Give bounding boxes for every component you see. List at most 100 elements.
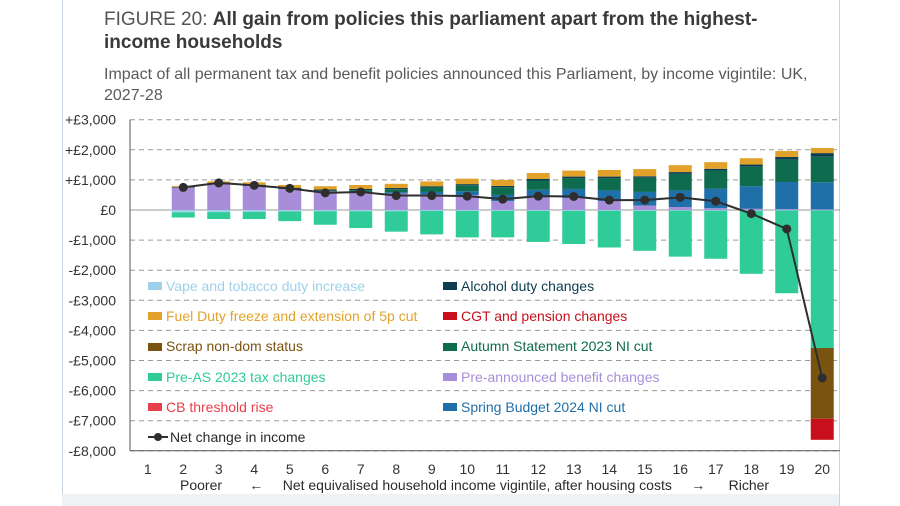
bar-segment-vape — [455, 210, 479, 211]
bar-segment-alcohol — [597, 176, 621, 179]
net-change-point — [533, 191, 543, 201]
bar-segment-benefit — [384, 193, 408, 210]
bar-segment-benefit — [775, 209, 799, 210]
bar-segment-benefit — [420, 194, 444, 210]
bar-segment-benefit — [349, 192, 373, 210]
net-change-point — [249, 180, 259, 190]
net-change-point — [498, 194, 508, 204]
bar-segment-fuel — [668, 165, 692, 173]
net-change-point — [391, 191, 401, 201]
bar-segment-as2023 — [633, 177, 657, 192]
bar-segment-as2023 — [668, 173, 692, 191]
x-tick-label: 4 — [250, 461, 258, 477]
bar-segment-preas — [313, 211, 337, 225]
bar-segment-fuel — [775, 151, 799, 158]
bar-segment-preas — [384, 211, 408, 232]
bar-segment-fuel — [810, 147, 834, 154]
bar-segment-vape — [420, 210, 444, 211]
bar-segment-vape — [562, 210, 586, 211]
net-change-point — [604, 195, 614, 205]
bar-segment-fuel — [597, 169, 621, 177]
y-tick-label: -£3,000 — [69, 292, 117, 308]
x-axis-richer-label: Richer — [728, 477, 770, 493]
x-tick-label: 9 — [428, 461, 436, 477]
x-tick-label: 17 — [708, 461, 724, 477]
figure-label: FIGURE 20: — [104, 9, 208, 30]
bar-segment-preas — [668, 210, 692, 257]
x-tick-label: 5 — [286, 461, 294, 477]
x-tick-label: 15 — [637, 461, 653, 477]
bar-segment-preas — [704, 210, 728, 259]
x-axis-title: Poorer ← Net equivalised household incom… — [180, 477, 780, 493]
net-change-point — [782, 224, 792, 234]
bar-segment-alcohol — [668, 172, 692, 174]
bar-segment-preas — [455, 210, 479, 238]
net-change-point — [569, 191, 579, 201]
bar-segment-vape — [313, 210, 337, 212]
net-change-point — [711, 196, 721, 206]
y-tick-label: -£2,000 — [69, 262, 117, 278]
bar-segment-benefit — [526, 197, 550, 210]
bar-segment-fuel — [633, 169, 657, 177]
bar-segment-fuel — [526, 172, 550, 179]
bar-segment-benefit — [597, 200, 621, 210]
x-tick-label: 1 — [144, 461, 152, 477]
bar-segment-vape — [278, 210, 302, 212]
x-tick-label: 3 — [215, 461, 223, 477]
net-change-point — [462, 191, 472, 201]
bar-segment-preas — [597, 210, 621, 248]
x-tick-label: 10 — [459, 461, 475, 477]
bar-segment-as2023 — [597, 178, 621, 191]
bar-segment-alcohol — [633, 176, 657, 178]
bar-segment-benefit — [562, 197, 586, 210]
footer-band — [62, 494, 839, 506]
bar-segment-fuel — [349, 185, 373, 189]
bar-segment-preas — [349, 211, 373, 229]
figure-title: FIGURE 20: All gain from policies this p… — [104, 8, 804, 54]
y-tick-label: +£2,000 — [65, 142, 116, 158]
x-tick-label: 19 — [779, 461, 795, 477]
x-tick-label: 13 — [566, 461, 582, 477]
bar-segment-cgt — [810, 418, 834, 440]
x-tick-label: 14 — [601, 461, 617, 477]
y-tick-label: +£3,000 — [65, 112, 116, 128]
x-tick-label: 12 — [530, 461, 546, 477]
bar-segment-fuel — [704, 162, 728, 169]
figure-subtitle: Impact of all permanent tax and benefit … — [104, 66, 808, 104]
x-axis-poorer-label: Poorer — [180, 477, 223, 493]
bar-segment-alcohol — [562, 176, 586, 179]
bar-segment-alcohol — [491, 185, 515, 188]
net-change-point — [356, 187, 366, 197]
bar-segment-as2023 — [420, 187, 444, 192]
bar-segment-benefit — [313, 191, 337, 210]
bar-segment-as2023 — [562, 178, 586, 189]
bar-segment-vape — [810, 210, 834, 211]
bar-segment-preas — [739, 210, 763, 274]
bar-segment-vape — [775, 210, 799, 211]
bar-segment-as2023 — [775, 159, 799, 183]
bar-segment-preas — [491, 210, 515, 238]
bar-segment-fuel — [491, 179, 515, 186]
bar-segment-benefit — [491, 200, 515, 210]
x-tick-label: 2 — [179, 461, 187, 477]
bar-segment-fuel — [739, 158, 763, 165]
bar-segment-benefit — [633, 205, 657, 210]
bar-segment-alcohol — [775, 157, 799, 160]
x-tick-label: 7 — [357, 461, 365, 477]
bar-segment-preas — [420, 210, 444, 235]
bar-segment-benefit — [207, 184, 231, 210]
net-change-point — [817, 373, 827, 383]
bar-segment-fuel — [455, 178, 479, 185]
right-arrow-icon: → — [691, 477, 706, 493]
bar-segment-as2023 — [455, 185, 479, 192]
bar-segment-vape — [242, 210, 266, 212]
y-tick-label: -£6,000 — [69, 383, 117, 399]
bar-segment-fuel — [384, 183, 408, 189]
bar-segment-alcohol — [704, 168, 728, 171]
bar-segment-preas — [242, 211, 266, 220]
y-tick-label: -£4,000 — [69, 322, 117, 338]
y-tick-label: +£1,000 — [65, 172, 116, 188]
bar-segment-fuel — [420, 181, 444, 187]
bar-segment-vape — [668, 210, 692, 211]
